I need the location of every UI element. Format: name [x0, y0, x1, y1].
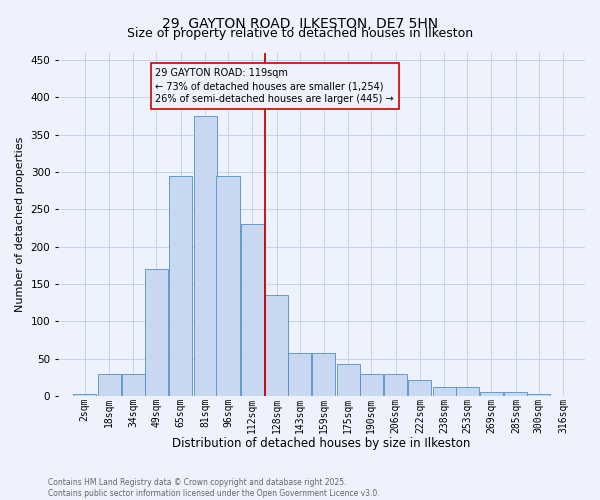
- Bar: [265, 296, 288, 396]
- Bar: [145, 269, 168, 396]
- Bar: [527, 394, 550, 396]
- Bar: [433, 387, 456, 396]
- Bar: [288, 353, 311, 396]
- Y-axis label: Number of detached properties: Number of detached properties: [15, 136, 25, 312]
- Text: 29 GAYTON ROAD: 119sqm
← 73% of detached houses are smaller (1,254)
26% of semi-: 29 GAYTON ROAD: 119sqm ← 73% of detached…: [155, 68, 394, 104]
- Bar: [73, 394, 97, 396]
- Bar: [359, 374, 383, 396]
- Text: Contains HM Land Registry data © Crown copyright and database right 2025.
Contai: Contains HM Land Registry data © Crown c…: [48, 478, 380, 498]
- Bar: [194, 116, 217, 396]
- Bar: [480, 392, 503, 396]
- Bar: [169, 176, 192, 396]
- Bar: [504, 392, 527, 396]
- Bar: [98, 374, 121, 396]
- Bar: [408, 380, 431, 396]
- Bar: [313, 353, 335, 396]
- X-axis label: Distribution of detached houses by size in Ilkeston: Distribution of detached houses by size …: [172, 437, 470, 450]
- Bar: [241, 224, 264, 396]
- Text: Size of property relative to detached houses in Ilkeston: Size of property relative to detached ho…: [127, 28, 473, 40]
- Bar: [217, 176, 239, 396]
- Bar: [384, 374, 407, 396]
- Text: 29, GAYTON ROAD, ILKESTON, DE7 5HN: 29, GAYTON ROAD, ILKESTON, DE7 5HN: [162, 18, 438, 32]
- Bar: [337, 364, 360, 396]
- Bar: [455, 387, 479, 396]
- Bar: [122, 374, 145, 396]
